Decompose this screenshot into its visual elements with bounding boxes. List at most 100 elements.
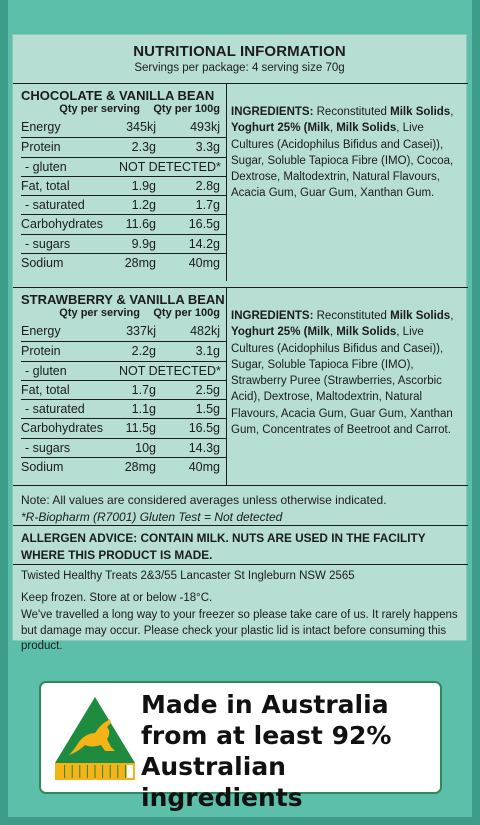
row-sugars: - sugars 10g 14.3g: [21, 437, 226, 457]
badge-line-2: from at least 92%: [141, 721, 392, 750]
bar-ticks: [64, 765, 126, 778]
nutrition-table: CHOCOLATE & VANILLA BEAN Qty per serving…: [13, 84, 227, 281]
ingredient-text: Reconstituted: [313, 106, 391, 118]
per-100g-value: 1.5g: [195, 402, 220, 417]
per-100g-value: 16.5g: [188, 217, 220, 232]
per-100g-value: 482kj: [190, 324, 220, 338]
row-fat: Fat, total 1.7g 2.5g: [21, 379, 226, 399]
product-section-chocolate: CHOCOLATE & VANILLA BEAN Qty per serving…: [13, 83, 468, 281]
kangaroo-shape: [69, 719, 115, 755]
product-section-strawberry: STRAWBERRY & VANILLA BEAN Qty per servin…: [13, 287, 468, 485]
ingredient-text: ,: [450, 310, 454, 322]
gluten-test-note: *R-Biopharm (R7001) Gluten Test = Not de…: [21, 510, 283, 524]
row-carbohydrates: Carbohydrates 11.6g 16.5g: [21, 214, 226, 233]
ingredients-label: INGREDIENTS:: [231, 106, 314, 118]
storage-instructions: Keep frozen. Store at or below -18°C.: [21, 591, 213, 604]
ingredient-text: ,: [450, 106, 454, 118]
ingredient-bold: Yoghurt 25% (Milk: [231, 122, 330, 135]
row-saturated: - saturated 1.1g 1.5g: [21, 399, 226, 418]
ingredient-text: Reconstituted: [313, 310, 391, 322]
not-detected-value: NOT DETECTED*: [119, 159, 221, 174]
product-name: STRAWBERRY & VANILLA BEAN: [21, 292, 225, 307]
per-serving-value: 28mg: [124, 460, 156, 475]
row-protein: Protein 2.2g 3.1g: [21, 341, 226, 360]
per-100g-value: 40mg: [188, 256, 220, 271]
col-per-serving: Qty per serving: [59, 103, 140, 115]
col-per-100g: Qty per 100g: [153, 103, 220, 115]
per-100g-value: 3.3g: [195, 140, 220, 155]
row-fat: Fat, total 1.9g 2.8g: [21, 175, 226, 195]
nutrient-label: Protein: [21, 140, 61, 155]
per-serving-value: 10g: [135, 440, 156, 455]
per-serving-value: 9.9g: [131, 236, 156, 251]
row-sodium: Sodium 28mg 40mg: [21, 253, 226, 272]
nutrient-label: Energy: [21, 120, 61, 134]
per-serving-value: 1.1g: [131, 402, 156, 417]
per-serving-value: 2.3g: [131, 140, 156, 155]
nutrition-table: STRAWBERRY & VANILLA BEAN Qty per servin…: [13, 288, 227, 485]
nutrient-label: Sodium: [21, 460, 64, 475]
ingredient-text: , Live Cultures (Acidophilus Bifidus and…: [231, 326, 453, 437]
row-energy: Energy 337kj 482kj: [21, 322, 226, 341]
badge-text: Made in Australia from at least 92% Aust…: [141, 689, 441, 813]
row-carbohydrates: Carbohydrates 11.5g 16.5g: [21, 418, 226, 437]
bar-fill: [57, 765, 127, 778]
row-sodium: Sodium 28mg 40mg: [21, 457, 226, 476]
allergen-advice: ALLERGEN ADVICE: CONTAIN MILK. NUTS ARE …: [13, 525, 468, 564]
not-detected-value: NOT DETECTED*: [119, 363, 221, 378]
badge-line-1: Made in Australia: [141, 690, 389, 719]
per-100g-value: 2.8g: [195, 178, 220, 193]
product-name: CHOCOLATE & VANILLA BEAN: [21, 88, 215, 103]
per-serving-value: 28mg: [124, 256, 156, 271]
ingredient-bold: Milk Solids: [336, 326, 397, 339]
per-serving-value: 345kj: [126, 120, 156, 134]
col-per-serving: Qty per serving: [59, 307, 140, 319]
panel-header: NUTRITIONAL INFORMATION Servings per pac…: [13, 35, 466, 74]
column-headers: Qty per serving Qty per 100g: [21, 103, 226, 118]
made-in-australia-badge: Made in Australia from at least 92% Aust…: [39, 681, 442, 812]
row-energy: Energy 345kj 493kj: [21, 118, 226, 137]
nutrient-label: - gluten: [25, 363, 67, 378]
nutrient-label: Energy: [21, 324, 61, 338]
nutrient-label: Protein: [21, 344, 61, 359]
row-gluten: - gluten NOT DETECTED*: [21, 156, 226, 176]
row-saturated: - saturated 1.2g 1.7g: [21, 195, 226, 214]
ingredient-text: ,: [329, 326, 337, 339]
row-gluten: - gluten NOT DETECTED*: [21, 360, 226, 380]
per-serving-value: 11.6g: [125, 217, 156, 232]
company-info: Twisted Healthy Treats 2&3/55 Lancaster …: [13, 564, 468, 655]
col-per-100g: Qty per 100g: [153, 307, 220, 319]
per-100g-value: 3.1g: [195, 344, 220, 359]
logo-triangle: [55, 697, 135, 763]
care-message: We've travelled a long way to your freez…: [21, 609, 458, 652]
logo-svg: [55, 697, 135, 780]
nutrient-label: - sugars: [25, 440, 71, 455]
per-100g-value: 14.3g: [188, 440, 220, 455]
package-edge-left: [0, 0, 8, 825]
per-100g-value: 40mg: [188, 460, 220, 475]
ingredients-text: INGREDIENTS: Reconstituted Milk Solids, …: [231, 84, 463, 202]
per-serving-value: 2.2g: [131, 344, 156, 359]
nutrient-label: Carbohydrates: [21, 217, 103, 232]
per-100g-value: 2.5g: [195, 382, 220, 397]
panel-title: NUTRITIONAL INFORMATION: [133, 43, 346, 60]
notes-section: Note: All values are considered averages…: [13, 485, 468, 526]
nutrient-label: - gluten: [25, 159, 67, 174]
kangaroo-triangle-logo-icon: [55, 697, 135, 780]
per-100g-value: 1.7g: [195, 198, 220, 213]
per-serving-value: 1.7g: [131, 382, 156, 397]
nutrient-label: - sugars: [25, 236, 71, 251]
nutrient-label: Fat, total: [21, 382, 70, 397]
ingredient-bold: Yoghurt 25% (Milk: [231, 326, 330, 339]
nutrient-label: Carbohydrates: [21, 421, 103, 436]
package-edge-right: [472, 0, 480, 825]
per-serving-value: 1.2g: [131, 198, 156, 213]
per-serving-value: 11.5g: [125, 421, 156, 436]
nutrient-label: Sodium: [21, 256, 64, 271]
row-sugars: - sugars 9.9g 14.2g: [21, 233, 226, 253]
ingredients-label: INGREDIENTS:: [231, 310, 314, 322]
per-serving-value: 337kj: [126, 324, 156, 338]
nutrient-label: - saturated: [25, 198, 85, 213]
badge-line-3: Australian ingredients: [141, 752, 303, 812]
per-100g-value: 16.5g: [188, 421, 220, 436]
